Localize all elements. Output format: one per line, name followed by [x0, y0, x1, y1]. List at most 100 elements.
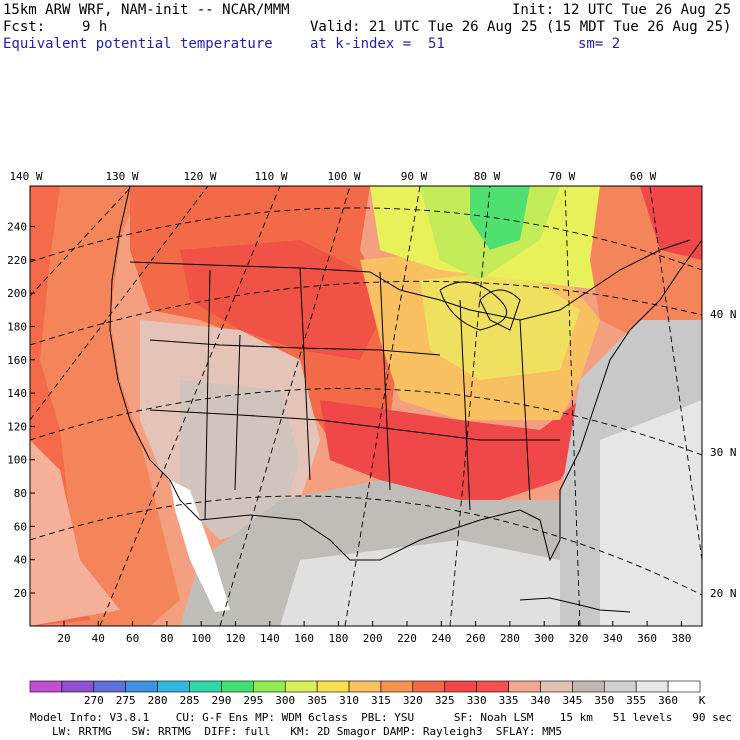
colorbar-level-label: 305 [307, 694, 328, 707]
top-longitude-labels: 140 W 130 W 120 W 110 W 100 W 90 W 80 W 70 W 60 … [9, 170, 656, 183]
top-lon-label: 120 W [183, 170, 216, 183]
level-index: at k-index = 51 [310, 36, 445, 52]
bottom-tick-label: 280 [500, 632, 520, 645]
bottom-tick-label: 200 [363, 632, 383, 645]
bottom-tick-label: 360 [637, 632, 657, 645]
colorbar-swatch [380, 680, 414, 693]
state-line-6 [459, 299, 471, 511]
great-lakes [439, 281, 508, 331]
left-tick-label: 20 [14, 587, 27, 600]
graticule-lon-130w [30, 186, 133, 297]
smoothing-value: sm= 2 [578, 36, 621, 52]
state-line-3 [204, 269, 211, 521]
field-south-red [320, 400, 600, 500]
state-line-7 [519, 319, 531, 501]
colorbar-swatch [667, 680, 701, 693]
right-lat-label: 30 N [710, 446, 737, 459]
colorbar-swatch [316, 680, 350, 693]
bottom-tick-label: 160 [294, 632, 314, 645]
colorbar-swatch [125, 680, 158, 693]
colorbar-swatch [540, 680, 573, 693]
top-lon-label: 90 W [401, 170, 428, 183]
bottom-tick-label: 260 [466, 632, 486, 645]
top-lon-label: 70 W [549, 170, 576, 183]
colorbar-swatch [189, 680, 222, 693]
graticule-lat-40 [30, 280, 702, 346]
colorbar-level-label: 325 [434, 694, 455, 707]
colorbar-swatch [635, 680, 669, 693]
colorbar-level-label: 275 [115, 694, 136, 707]
colorbar-level-label: 355 [626, 694, 647, 707]
colorbar-swatch [476, 680, 509, 693]
bottom-tick-label: 40 [92, 632, 105, 645]
colorbar-swatch [157, 680, 190, 693]
theta-e-field [30, 186, 702, 626]
bottom-tick-label: 300 [534, 632, 554, 645]
field-atlantic-lightgrey [600, 400, 702, 626]
colorbar-swatch [572, 680, 605, 693]
state-line-1 [149, 339, 441, 356]
graticule-lat-30 [30, 388, 702, 456]
field-name: Equivalent potential temperature [3, 36, 273, 52]
top-lon-label: 110 W [254, 170, 287, 183]
gulf-and-east-coast [199, 239, 702, 562]
field-pacific-pink [30, 440, 120, 626]
left-axis: 240 220 200 180 160 140 120 100 80 60 40 20 [7, 220, 35, 600]
colorbar-swatch [508, 680, 541, 693]
graticule-lat-20 [30, 495, 702, 596]
top-lon-label: 60 W [630, 170, 657, 183]
left-tick-label: 60 [14, 520, 27, 533]
colorbar-level-label: 300 [275, 694, 296, 707]
colorbar-level-label: 270 [83, 694, 104, 707]
left-tick-label: 80 [14, 487, 27, 500]
top-lon-label: 140 W [9, 170, 42, 183]
left-tick-label: 240 [7, 220, 27, 233]
colorbar-swatch [61, 680, 95, 693]
left-tick-label: 120 [7, 420, 27, 433]
physics-info-line: LW: RRTMG SW: RRTMG DIFF: full KM: 2D Sm… [52, 725, 562, 738]
colorbar-level-label: 345 [562, 694, 583, 707]
left-tick-label: 180 [7, 320, 27, 333]
bottom-tick-label: 120 [226, 632, 246, 645]
bottom-tick-label: 220 [397, 632, 417, 645]
map-frame [29, 185, 703, 627]
colorbar-level-label: 290 [211, 694, 232, 707]
graticule [30, 186, 702, 626]
colorbar-swatch [603, 680, 637, 693]
bottom-tick-label: 320 [569, 632, 589, 645]
bottom-tick-label: 80 [160, 632, 173, 645]
colorbar-level-label: 315 [371, 694, 391, 707]
valid-time: Valid: 21 UTC Tue 26 Aug 25 (15 MDT Tue … [310, 19, 732, 35]
init-time: Init: 12 UTC Tue 26 Aug 25 [512, 2, 732, 18]
top-lon-label: 130 W [105, 170, 138, 183]
top-lon-label: 100 W [327, 170, 360, 183]
bottom-tick-label: 100 [191, 632, 211, 645]
lake-michigan [479, 289, 521, 331]
left-tick-label: 100 [7, 454, 27, 467]
left-tick-label: 160 [7, 354, 27, 367]
state-line-5 [379, 271, 391, 491]
boundaries [109, 186, 702, 613]
colorbar-swatch [284, 680, 318, 693]
graticule-lon-120w [30, 186, 209, 421]
left-tick-label: 140 [7, 387, 27, 400]
graticule-lon-90w [344, 186, 421, 626]
top-lon-label: 80 W [474, 170, 501, 183]
graticule-lon-80w [449, 186, 491, 626]
west-coast [109, 186, 201, 521]
state-line-4 [299, 267, 311, 481]
field-gulf-lightgrey [280, 540, 560, 626]
bottom-tick-label: 140 [260, 632, 280, 645]
colorbar-level-label: 320 [402, 694, 423, 707]
colorbar-swatch [348, 680, 382, 693]
bottom-tick-label: 20 [57, 632, 70, 645]
state-line-2 [149, 409, 560, 441]
forecast-hour: 9 h [82, 19, 108, 35]
bottom-axis: 20 40 60 80 100 120 140 160 180 200 220 240 260 280 30… [57, 621, 691, 645]
state-line-8 [234, 334, 241, 491]
bottom-tick-label: 60 [126, 632, 139, 645]
bottom-tick-label: 380 [671, 632, 691, 645]
colorbar-level-label: 285 [179, 694, 200, 707]
colorbar-swatch [29, 680, 63, 693]
